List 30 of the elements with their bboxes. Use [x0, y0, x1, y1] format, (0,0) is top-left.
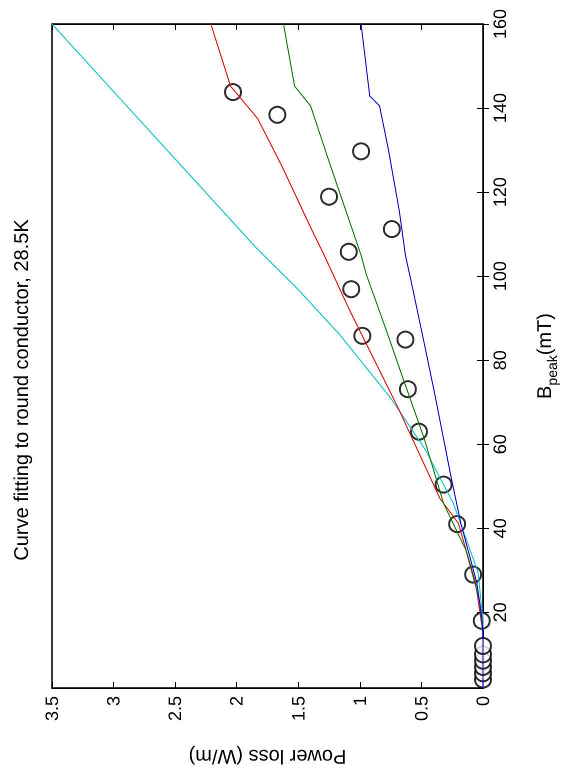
- point: [320, 188, 338, 206]
- point: [352, 142, 370, 160]
- x-tick-label: 1.5: [288, 696, 308, 722]
- y-tick-label: 40: [490, 518, 510, 538]
- x-tick-label: 2.5: [165, 696, 186, 722]
- x-tick-label: 1: [350, 696, 370, 706]
- point: [382, 220, 401, 238]
- y-tick-label: 60: [490, 434, 510, 454]
- x-tick-label: 3.5: [42, 696, 62, 722]
- point: [342, 280, 360, 298]
- y-axis-title: Bpeak(mT): [534, 313, 560, 399]
- point: [353, 326, 372, 345]
- point: [224, 83, 242, 102]
- y-tick-label: 120: [490, 177, 510, 208]
- x-tick-label: 0.5: [411, 696, 432, 722]
- y-tick-label: 20: [490, 602, 510, 622]
- x-tick-label: 2: [226, 696, 247, 706]
- point: [474, 636, 492, 655]
- y-tick-label: 140: [490, 93, 510, 124]
- y-tick-label: 100: [490, 261, 510, 292]
- x-axis-title: Power loss (W/m): [188, 745, 346, 767]
- y-tick-label: 80: [490, 350, 510, 370]
- x-tick-label: 3: [104, 696, 124, 706]
- point: [268, 106, 286, 124]
- point: [340, 242, 358, 261]
- point: [396, 330, 414, 349]
- y-tick-label: 160: [490, 8, 510, 40]
- x-tick-label: 0: [473, 696, 493, 706]
- point: [398, 380, 417, 398]
- text: Curve fitting to round conductor, 28.5K: [11, 218, 33, 561]
